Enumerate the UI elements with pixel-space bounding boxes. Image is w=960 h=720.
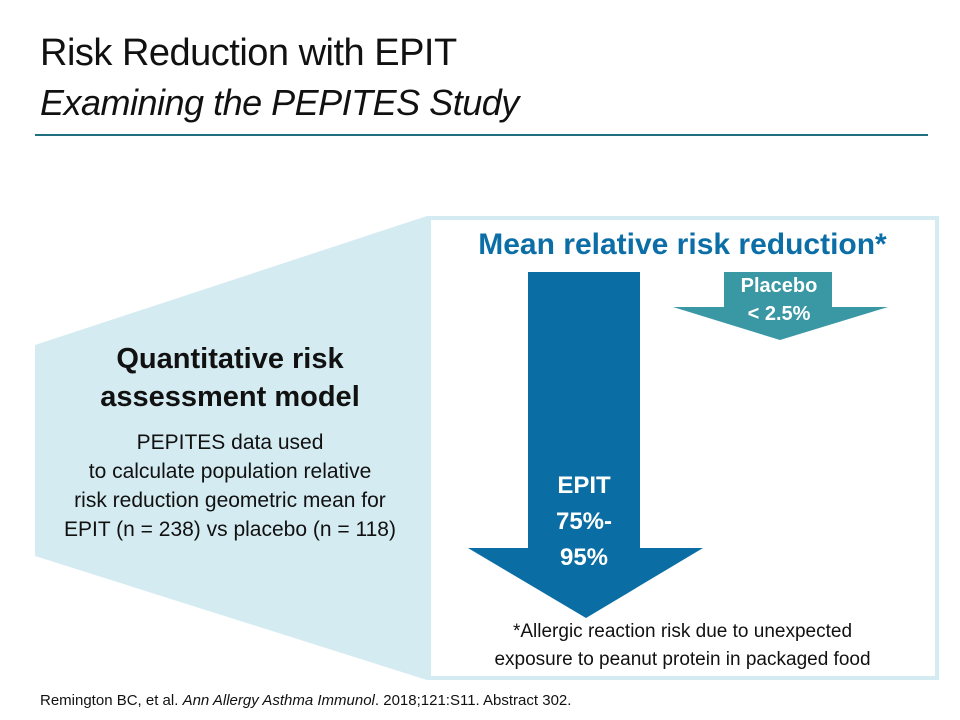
slide-title: Risk Reduction with EPIT (40, 32, 457, 74)
reference-details: . 2018;121:S11. Abstract 302. (374, 692, 572, 709)
epit-value: 95% (559, 544, 609, 571)
panel-inner (431, 220, 935, 676)
model-heading: Quantitative risk assessment model (40, 340, 420, 416)
model-text-line: risk reduction geometric mean for (74, 489, 386, 512)
callout-wedge (35, 216, 427, 680)
epit-arrow (468, 272, 703, 618)
epit-label: EPIT 75%- 95% (528, 468, 640, 576)
model-description: PEPITES data used to calculate populatio… (30, 428, 430, 544)
reference-journal: Ann Allergy Asthma Immunol (182, 692, 375, 709)
model-text-line: to calculate population relative (88, 460, 372, 483)
title-divider (35, 134, 928, 136)
placebo-label: Placebo < 2.5% (724, 272, 834, 328)
placebo-arrow (673, 272, 888, 340)
reference-authors: Remington BC, et al. (40, 692, 183, 709)
footnote: *Allergic reaction risk due to unexpecte… (430, 618, 935, 674)
panel-heading: Mean relative risk reduction* (478, 228, 887, 261)
placebo-value: < 2.5% (747, 303, 811, 325)
model-heading-line: assessment model (100, 381, 360, 413)
reference: Remington BC, et al. Ann Allergy Asthma … (40, 692, 571, 709)
placebo-name: Placebo (740, 275, 818, 297)
slide-subtitle: Examining the PEPITES Study (40, 82, 519, 123)
model-text-line: EPIT (n = 238) vs placebo (n = 118) (64, 518, 396, 541)
model-text-line: PEPITES data used (136, 431, 324, 454)
epit-value: 75%- (555, 508, 613, 535)
model-heading-line: Quantitative risk (116, 343, 344, 375)
footnote-line: exposure to peanut protein in packaged f… (494, 649, 871, 670)
footnote-line: *Allergic reaction risk due to unexpecte… (512, 621, 853, 642)
epit-name: EPIT (557, 472, 611, 499)
